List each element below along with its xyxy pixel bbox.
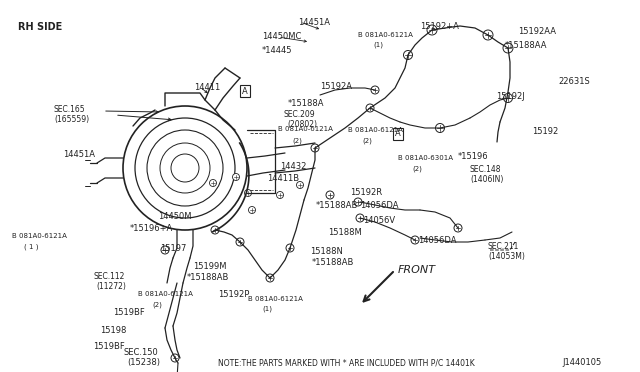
Text: FRONT: FRONT [398, 265, 436, 275]
Text: B 081A0-6301A: B 081A0-6301A [398, 155, 453, 161]
Text: 15192+A: 15192+A [420, 22, 459, 31]
Circle shape [483, 30, 493, 40]
Text: B 081A0-6121A: B 081A0-6121A [248, 296, 303, 302]
Text: 15192A: 15192A [320, 82, 352, 91]
Text: (20802): (20802) [287, 120, 317, 129]
Text: SEC.211: SEC.211 [488, 242, 520, 251]
Circle shape [276, 192, 284, 199]
Text: *15188A: *15188A [288, 99, 324, 108]
Text: (11272): (11272) [96, 282, 126, 291]
Text: SEC.148: SEC.148 [470, 165, 502, 174]
Text: 1519BF: 1519BF [113, 308, 145, 317]
Text: 14056DA: 14056DA [360, 201, 399, 210]
Text: 14432: 14432 [280, 162, 307, 171]
Circle shape [435, 124, 445, 132]
Circle shape [161, 246, 169, 254]
Text: (2): (2) [152, 301, 162, 308]
Circle shape [211, 226, 219, 234]
Text: 14411B: 14411B [267, 174, 299, 183]
Text: 14451A: 14451A [298, 18, 330, 27]
Circle shape [209, 180, 216, 186]
Text: 1519BF: 1519BF [93, 342, 125, 351]
Circle shape [296, 182, 303, 189]
Circle shape [236, 238, 244, 246]
Circle shape [311, 144, 319, 152]
Text: *15188AA: *15188AA [505, 41, 547, 50]
Text: SEC.165: SEC.165 [54, 105, 86, 114]
Text: B 081A0-6121A: B 081A0-6121A [278, 126, 333, 132]
Text: A: A [395, 129, 401, 138]
Circle shape [503, 43, 513, 53]
Text: B 081A0-6121A: B 081A0-6121A [348, 127, 403, 133]
Circle shape [286, 244, 294, 252]
Text: RH SIDE: RH SIDE [18, 22, 62, 32]
Text: (15238): (15238) [127, 358, 160, 367]
Text: B 081A0-6121A: B 081A0-6121A [138, 291, 193, 297]
Text: B 081A0-6121A: B 081A0-6121A [12, 233, 67, 239]
Circle shape [354, 198, 362, 206]
Circle shape [244, 189, 252, 196]
Text: 22631S: 22631S [558, 77, 589, 86]
Circle shape [371, 86, 379, 94]
Text: *15188AB: *15188AB [316, 201, 358, 210]
Circle shape [356, 214, 364, 222]
Text: 14450M: 14450M [158, 212, 191, 221]
Text: *15188AB: *15188AB [187, 273, 229, 282]
Text: (1): (1) [373, 42, 383, 48]
Circle shape [411, 236, 419, 244]
Text: 14056DA: 14056DA [418, 236, 456, 245]
Text: 15188N: 15188N [310, 247, 343, 256]
Text: ( 1 ): ( 1 ) [24, 244, 38, 250]
Text: SEC.112: SEC.112 [93, 272, 124, 281]
Circle shape [454, 224, 462, 232]
Text: *14445: *14445 [262, 46, 292, 55]
Text: 15192: 15192 [532, 127, 558, 136]
Text: *15188AB: *15188AB [312, 258, 355, 267]
Text: 15188M: 15188M [328, 228, 362, 237]
Text: *15196: *15196 [458, 152, 488, 161]
Circle shape [248, 206, 255, 214]
Text: SEC.150: SEC.150 [124, 348, 159, 357]
Text: SEC.209: SEC.209 [284, 110, 316, 119]
Circle shape [171, 354, 179, 362]
Circle shape [266, 274, 274, 282]
Text: (2): (2) [362, 137, 372, 144]
Text: (165559): (165559) [54, 115, 89, 124]
Text: B 081A0-6121A: B 081A0-6121A [358, 32, 413, 38]
Circle shape [232, 173, 239, 180]
Circle shape [326, 191, 334, 199]
Text: 15198: 15198 [100, 326, 126, 335]
Text: 15197: 15197 [160, 244, 186, 253]
Text: (2): (2) [412, 165, 422, 171]
Text: A: A [242, 87, 248, 96]
Text: 15192AA: 15192AA [518, 27, 556, 36]
Circle shape [427, 25, 437, 35]
Text: 15192P: 15192P [218, 290, 250, 299]
Text: J1440105: J1440105 [563, 358, 602, 367]
Circle shape [504, 93, 513, 103]
Text: 14056V: 14056V [363, 216, 395, 225]
Circle shape [403, 51, 413, 60]
Text: (14053M): (14053M) [488, 252, 525, 261]
Text: 14451A: 14451A [63, 150, 95, 159]
Text: 15192R: 15192R [350, 188, 382, 197]
Text: (1): (1) [262, 306, 272, 312]
Text: 15192J: 15192J [496, 92, 525, 101]
Text: 15199M: 15199M [193, 262, 227, 271]
Text: *15196+A: *15196+A [130, 224, 173, 233]
Text: (1406IN): (1406IN) [470, 175, 504, 184]
Text: NOTE:THE PARTS MARKED WITH * ARE INCLUDED WITH P/C 14401K: NOTE:THE PARTS MARKED WITH * ARE INCLUDE… [218, 358, 475, 367]
Text: (2): (2) [292, 137, 302, 144]
Text: 14411: 14411 [194, 83, 220, 92]
Circle shape [366, 104, 374, 112]
Text: 14450MC: 14450MC [262, 32, 301, 41]
